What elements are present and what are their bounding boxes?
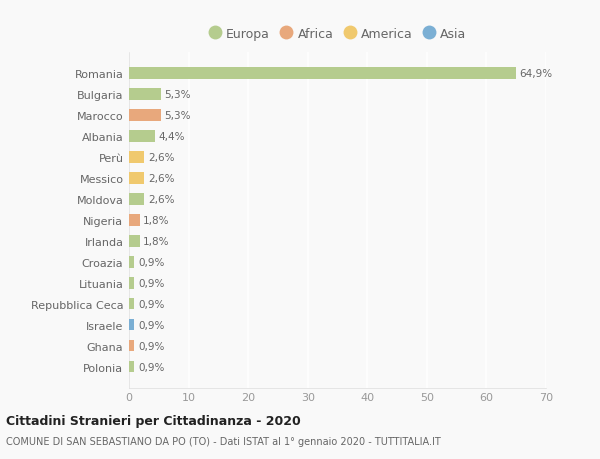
Legend: Europa, Africa, America, Asia: Europa, Africa, America, Asia [206,26,469,44]
Bar [129,214,140,226]
Text: 5,3%: 5,3% [164,111,191,121]
Text: 0,9%: 0,9% [138,257,164,267]
Text: 0,9%: 0,9% [138,320,164,330]
Text: 2,6%: 2,6% [148,152,175,162]
Bar [129,298,134,310]
Bar [129,235,140,247]
Text: 2,6%: 2,6% [148,174,175,184]
Bar [129,277,134,289]
Text: 4,4%: 4,4% [159,132,185,141]
Text: COMUNE DI SAN SEBASTIANO DA PO (TO) - Dati ISTAT al 1° gennaio 2020 - TUTTITALIA: COMUNE DI SAN SEBASTIANO DA PO (TO) - Da… [6,437,441,446]
Text: 0,9%: 0,9% [138,278,164,288]
Bar [129,340,134,352]
Bar [129,257,134,268]
Text: Cittadini Stranieri per Cittadinanza - 2020: Cittadini Stranieri per Cittadinanza - 2… [6,414,301,428]
Bar [129,361,134,373]
Bar [129,194,145,205]
Text: 0,9%: 0,9% [138,299,164,309]
Bar [129,89,161,101]
Text: 64,9%: 64,9% [519,69,553,79]
Bar [129,319,134,331]
Bar [129,131,155,142]
Bar [129,110,161,121]
Text: 1,8%: 1,8% [143,236,170,246]
Bar [129,152,145,163]
Text: 0,9%: 0,9% [138,362,164,372]
Bar [129,68,515,79]
Bar [129,173,145,184]
Text: 1,8%: 1,8% [143,215,170,225]
Text: 0,9%: 0,9% [138,341,164,351]
Text: 2,6%: 2,6% [148,195,175,204]
Text: 5,3%: 5,3% [164,90,191,100]
